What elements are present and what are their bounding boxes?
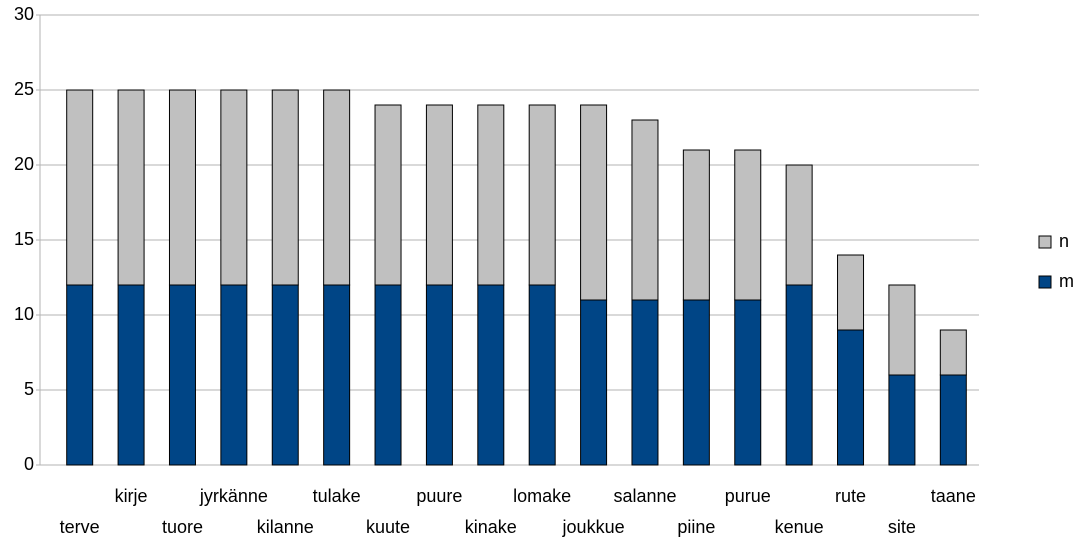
x-tick-label: lomake (513, 486, 571, 506)
x-tick-label: kirje (115, 486, 148, 506)
bar-segment (66, 284, 94, 466)
bar-segment (785, 284, 813, 466)
x-tick-label: puure (416, 486, 462, 506)
y-tick-label: 0 (24, 454, 34, 474)
bar-segment (66, 89, 94, 286)
y-tick-label: 10 (14, 304, 34, 324)
legend-swatch (1038, 235, 1052, 249)
bar-segment (374, 104, 402, 286)
bar-segment (271, 284, 299, 466)
x-tick-label: terve (60, 517, 100, 537)
x-tick-label: joukkue (562, 517, 625, 537)
bar-segment (682, 299, 710, 466)
bar-segment (477, 104, 505, 286)
bar-segment (220, 284, 248, 466)
bar-segment (888, 284, 916, 376)
bar-segment (580, 299, 608, 466)
bar-segment (117, 284, 145, 466)
bar-segment (528, 104, 556, 286)
bar-segment (168, 284, 196, 466)
bar-segment (425, 104, 453, 286)
x-tick-label: kinake (465, 517, 517, 537)
x-tick-label: taane (931, 486, 976, 506)
bar-segment (425, 284, 453, 466)
bar-segment (271, 89, 299, 286)
x-tick-label: piine (677, 517, 715, 537)
y-tick-label: 15 (14, 229, 34, 249)
bar-segment (323, 89, 351, 286)
y-tick-label: 20 (14, 154, 34, 174)
bar-segment (528, 284, 556, 466)
y-tick-label: 5 (24, 379, 34, 399)
bar-segment (939, 329, 967, 376)
y-tick-label: 25 (14, 79, 34, 99)
x-tick-label: rute (835, 486, 866, 506)
bar-segment (837, 254, 865, 331)
bar-segment (117, 89, 145, 286)
bar-segment (888, 374, 916, 466)
x-tick-label: kenue (775, 517, 824, 537)
legend-swatch (1038, 275, 1052, 289)
bar-segment (785, 164, 813, 286)
bar-segment (734, 149, 762, 301)
bar-segment (631, 119, 659, 301)
x-tick-label: kuute (366, 517, 410, 537)
legend-label: n (1059, 231, 1069, 251)
x-tick-label: salanne (613, 486, 676, 506)
x-tick-label: site (888, 517, 916, 537)
x-tick-label: tulake (313, 486, 361, 506)
x-tick-label: tuore (162, 517, 203, 537)
bar-segment (837, 329, 865, 466)
x-tick-label: jyrkänne (199, 486, 268, 506)
bar-segment (323, 284, 351, 466)
bar-segment (631, 299, 659, 466)
bar-segment (168, 89, 196, 286)
x-tick-label: purue (725, 486, 771, 506)
x-tick-label: kilanne (257, 517, 314, 537)
bar-segment (580, 104, 608, 301)
bar-segment (734, 299, 762, 466)
bar-segment (477, 284, 505, 466)
bar-segment (682, 149, 710, 301)
bar-segment (374, 284, 402, 466)
legend-label: m (1059, 271, 1074, 291)
bar-segment (220, 89, 248, 286)
bar-segment (939, 374, 967, 466)
y-tick-label: 30 (14, 4, 34, 24)
